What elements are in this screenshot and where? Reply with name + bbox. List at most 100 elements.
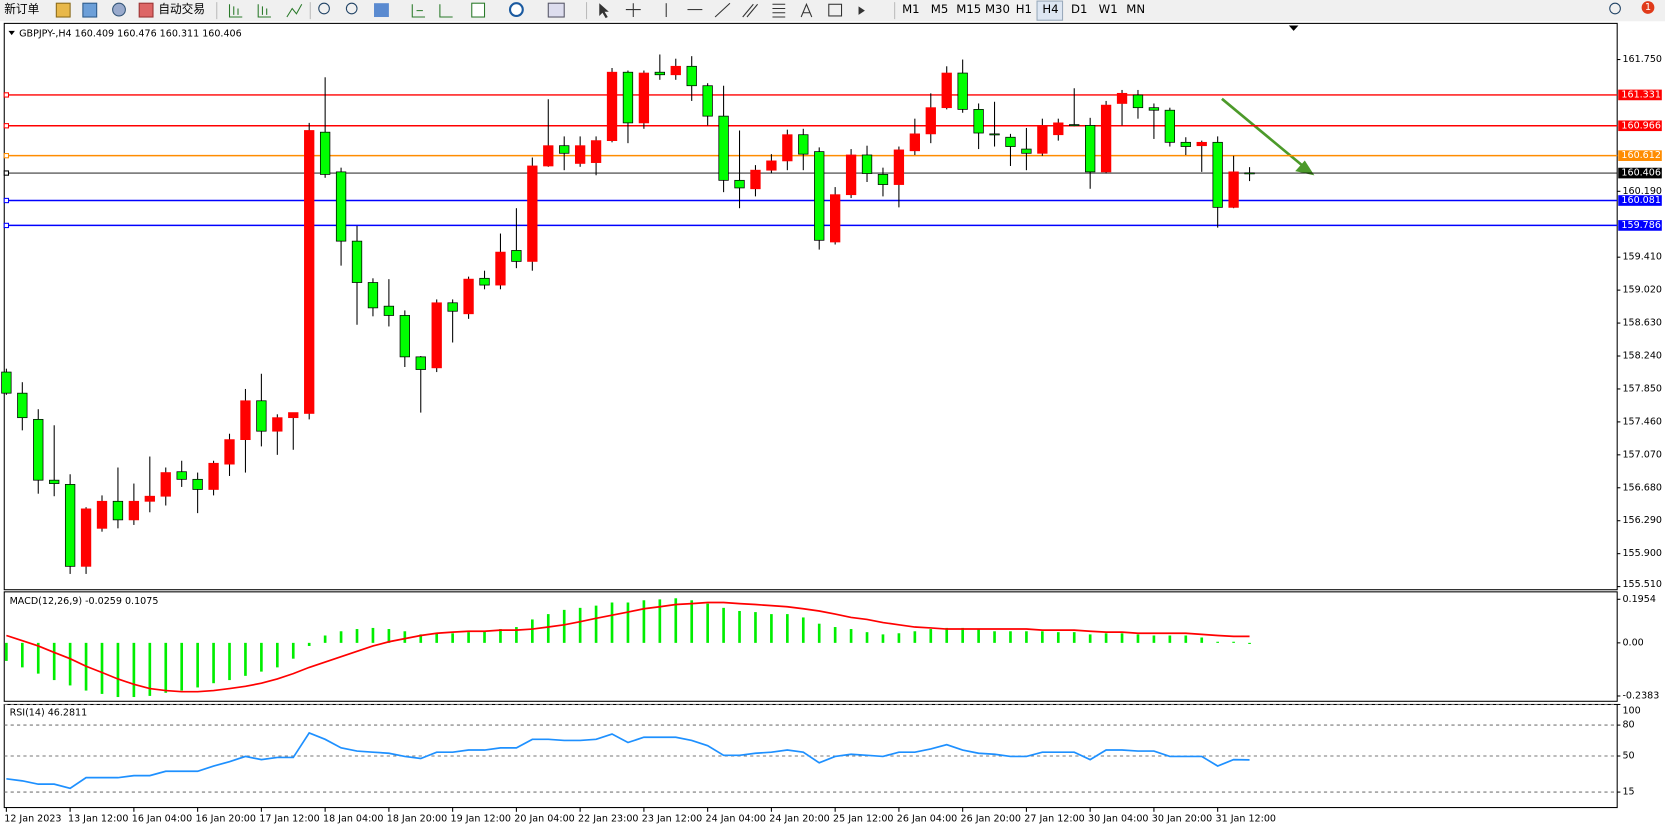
chart-shift[interactable]	[439, 4, 453, 18]
trend-arrow-line	[1221, 97, 1304, 167]
y-tick-label: -0.2383	[1622, 690, 1659, 701]
x-tick-label: 13 Jan 12:00	[68, 814, 128, 825]
x-tick-label: 20 Jan 04:00	[514, 814, 574, 825]
candle-body	[877, 174, 889, 185]
candle-body	[893, 149, 905, 185]
y-tick-label: 159.020	[1622, 285, 1661, 296]
y-tick-label: 155.510	[1622, 579, 1661, 590]
price-level-anchor	[3, 197, 10, 204]
timeframe-button[interactable]: D1	[1071, 2, 1087, 16]
x-tick-label: 16 Jan 20:00	[196, 814, 256, 825]
y-tick-label: 80	[1622, 720, 1634, 731]
candle-body	[861, 154, 873, 174]
indicators[interactable]	[471, 2, 486, 18]
candle-body	[527, 165, 538, 262]
tile-windows[interactable]	[374, 3, 389, 18]
candle-body	[112, 500, 124, 521]
timeframe-button[interactable]: H1	[1016, 2, 1032, 16]
candle-body	[64, 484, 76, 567]
y-tick-label: 15	[1622, 787, 1634, 798]
x-tick-label: 17 Jan 12:00	[259, 814, 319, 825]
icon[interactable]	[112, 2, 126, 17]
candle-body	[1085, 125, 1096, 173]
candle-body	[495, 251, 506, 286]
y-tick-label: 158.630	[1622, 318, 1661, 329]
label-tool[interactable]	[828, 3, 843, 17]
text-tool[interactable]	[800, 2, 813, 18]
cursor-tool[interactable]	[599, 3, 609, 19]
x-tick-label: 16 Jan 04:00	[132, 814, 192, 825]
price-level-label: 160.081	[1621, 195, 1660, 206]
candle-body	[17, 392, 28, 419]
candle-body	[33, 418, 44, 481]
arrow-tool[interactable]	[858, 6, 865, 15]
candle-body	[925, 107, 936, 135]
templates[interactable]	[547, 2, 565, 18]
icon[interactable]	[82, 2, 98, 18]
autoscroll[interactable]	[411, 4, 426, 18]
x-tick-label: 30 Jan 20:00	[1152, 814, 1212, 825]
channel-tool[interactable]	[742, 3, 758, 18]
candle-body	[160, 472, 171, 497]
x-tick-label: 23 Jan 12:00	[642, 814, 702, 825]
price-level-label: 160.612	[1621, 150, 1660, 161]
search[interactable]	[1609, 2, 1621, 15]
zoom-in[interactable]	[318, 2, 330, 15]
chart-header: GBPJPY-,H4 160.409 160.476 160.311 160.4…	[19, 29, 242, 40]
candle-body	[1196, 141, 1207, 147]
drawn-arrow	[1221, 97, 1315, 176]
candle-body	[766, 160, 777, 171]
candle-body	[1037, 125, 1048, 154]
candle-body	[845, 154, 857, 196]
timeframe-button[interactable]: W1	[1099, 2, 1118, 16]
timeframe-button[interactable]: H4	[1042, 2, 1058, 16]
candle-body	[702, 85, 713, 117]
candle-body	[1053, 122, 1064, 136]
candle-body	[1180, 141, 1191, 147]
candle-body	[622, 71, 634, 124]
timeframe-button[interactable]: M1	[902, 2, 920, 16]
y-tick-label: 157.850	[1622, 383, 1661, 394]
price-level-tag	[1618, 120, 1662, 132]
candle-body	[574, 145, 586, 164]
macd-header: MACD(12,26,9) -0.0259 0.1075	[10, 596, 159, 607]
rsi-line	[6, 731, 1250, 790]
y-tick-label: 158.240	[1622, 351, 1661, 362]
price-level-anchor	[3, 170, 10, 176]
candle-body	[1228, 171, 1239, 208]
alert-badge[interactable]	[1641, 1, 1655, 14]
trendline-tool[interactable]	[714, 2, 731, 18]
candle-body	[718, 115, 729, 181]
timeframe-button[interactable]: M30	[985, 2, 1010, 16]
price-level-tag	[1618, 195, 1662, 206]
x-tick-label: 24 Jan 20:00	[769, 814, 829, 825]
fibo-tool[interactable]	[772, 3, 786, 18]
toolbar: 新订单 自动交易 M1 M5 M15	[0, 0, 1665, 22]
price-panel	[3, 22, 1618, 591]
candle-body	[304, 130, 315, 414]
timeframe-button[interactable]: M5	[931, 2, 949, 16]
candle-body	[240, 400, 251, 441]
icon[interactable]	[55, 2, 71, 18]
candle-body	[1148, 107, 1160, 111]
candle-body	[272, 417, 283, 432]
candle-body	[590, 140, 602, 163]
candle-body	[559, 145, 570, 154]
x-tick-label: 26 Jan 04:00	[897, 814, 957, 825]
auto-trading-button[interactable]: 自动交易	[158, 2, 205, 16]
candle-body	[1069, 124, 1080, 127]
periods[interactable]	[508, 2, 524, 18]
y-tick-label: 156.290	[1622, 515, 1661, 526]
chart-type-icons[interactable]	[228, 4, 303, 18]
x-tick-label: 12 Jan 2023	[4, 814, 61, 825]
icon[interactable]	[138, 2, 154, 18]
crosshair-tool[interactable]	[625, 3, 641, 18]
zoom-out[interactable]	[345, 2, 358, 15]
candle-body	[399, 315, 410, 358]
candle-body	[224, 439, 235, 465]
timeframe-button[interactable]: MN	[1126, 2, 1145, 16]
price-level-anchor	[3, 92, 10, 98]
y-tick-label: 50	[1622, 751, 1634, 762]
new-order-button[interactable]: 新订单	[4, 2, 39, 16]
timeframe-button[interactable]: M15	[956, 2, 981, 16]
